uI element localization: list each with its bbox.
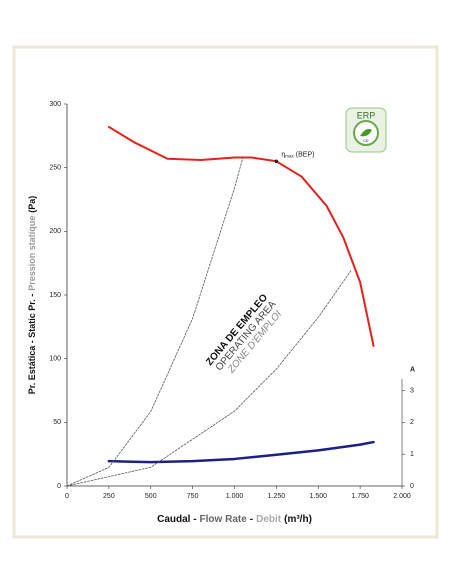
y-axis-title: Pr. Estática - Static Pr. - Pression stat…: [27, 196, 37, 395]
logo-text: ERP: [357, 110, 376, 120]
x-tick-label: 500: [145, 493, 157, 500]
x-title-part: Debit: [256, 514, 282, 525]
y-tick-label: 0: [57, 483, 61, 490]
bep-symbol: η: [281, 151, 285, 158]
series-line: [107, 125, 375, 347]
x-tick-label: 1.250: [268, 493, 286, 500]
x-title-part: Caudal -: [157, 514, 196, 525]
x-tick-label: 250: [103, 493, 115, 500]
limit-curve: [66, 157, 244, 487]
y2-tick-label: 3: [410, 387, 414, 394]
y-title-part: Pr. Estática - Static Pr. -: [27, 294, 37, 395]
x-title-part: -: [250, 514, 253, 525]
y-title-part: Pression statique: [27, 216, 37, 291]
y2-label: A: [410, 366, 415, 373]
y-tick-label: 150: [49, 292, 61, 299]
x-tick-label: 2.000: [393, 493, 411, 500]
logo-leaf: [360, 128, 372, 137]
x-title-part: Flow Rate: [200, 514, 248, 525]
y-tick-label: 50: [53, 419, 61, 426]
y-tick-label: 250: [49, 165, 61, 172]
x-tick-label: 750: [187, 493, 199, 500]
x-axis-title: Caudal - Flow Rate - Debit (m³/h): [157, 514, 312, 525]
y2-tick-label: 2: [410, 419, 414, 426]
x-tick-label: 1.500: [309, 493, 327, 500]
bep-text: (BEP): [296, 151, 315, 158]
bep-label: ηmax (BEP): [281, 151, 314, 158]
y-tick-label: 100: [49, 356, 61, 363]
y-tick-label: 300: [49, 101, 61, 108]
x-tick-label: 0: [65, 493, 69, 500]
y2-tick-label: 1: [410, 451, 414, 458]
limit-curve: [66, 269, 353, 487]
series-line: [107, 440, 375, 464]
logo-mark: CE: [363, 138, 369, 143]
bep-point: [274, 159, 279, 164]
y2-tick-label: 0: [410, 483, 414, 490]
x-tick-label: 1.000: [226, 493, 244, 500]
erp-logo: ERP CE: [345, 107, 387, 153]
x-title-part: (m³/h): [284, 514, 312, 525]
y-title-part: (Pa): [27, 196, 37, 213]
bep-sub: max: [285, 153, 294, 158]
x-tick-label: 1.750: [351, 493, 369, 500]
y-tick-label: 200: [49, 228, 61, 235]
